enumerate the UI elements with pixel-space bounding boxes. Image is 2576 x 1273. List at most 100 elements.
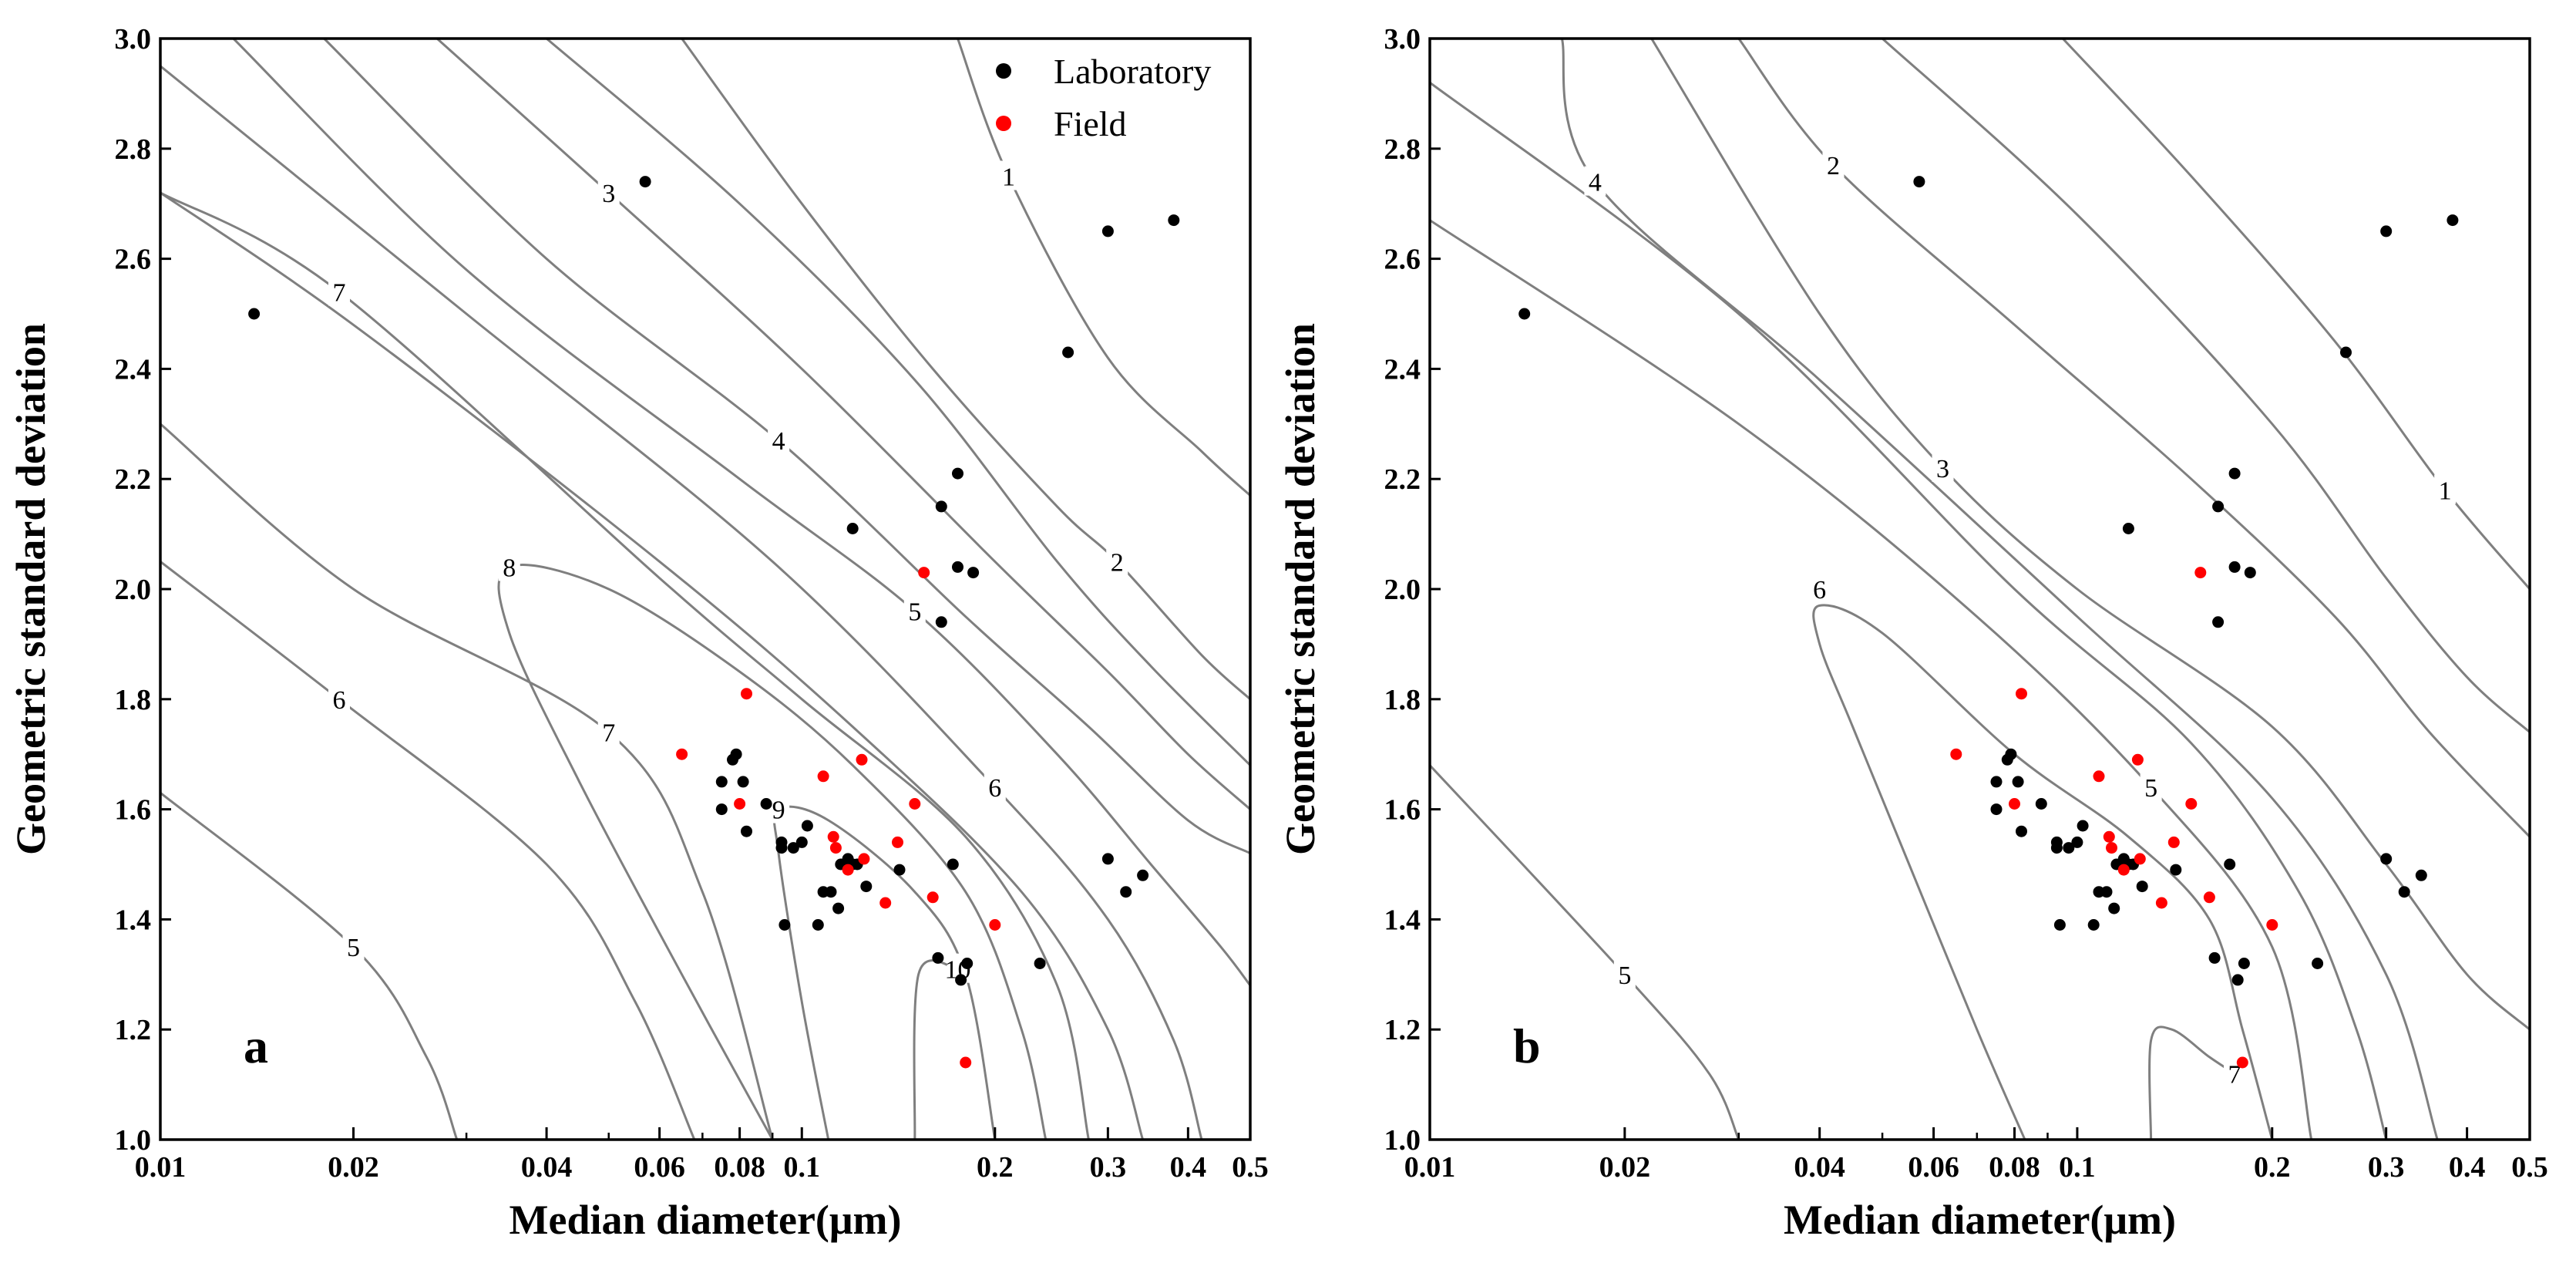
x-tick-label: 0.08 (714, 1151, 765, 1184)
panel-letter: a (244, 1019, 268, 1073)
data-point-field (2106, 842, 2117, 854)
contour-label: 5 (2144, 774, 2157, 803)
data-point-laboratory (795, 836, 808, 848)
data-point-laboratory (2108, 902, 2120, 914)
data-point-laboratory (2398, 886, 2410, 898)
data-point-field (2016, 688, 2027, 700)
data-point-laboratory (775, 842, 788, 854)
y-tick-label: 2.8 (1384, 133, 1421, 166)
contour-label: 7 (2228, 1060, 2241, 1089)
x-tick-label: 0.1 (784, 1151, 821, 1184)
data-point-laboratory (2212, 616, 2225, 628)
data-point-field (2203, 891, 2215, 904)
data-point-laboratory (787, 842, 799, 854)
data-point-laboratory (715, 776, 728, 788)
data-point-field (827, 830, 839, 843)
contour-line (2148, 1025, 2235, 1140)
contour-line (1650, 39, 2530, 1031)
data-point-laboratory (2224, 858, 2236, 871)
y-tick-label: 3.0 (115, 23, 152, 56)
x-tick-label: 0.2 (2254, 1151, 2291, 1184)
data-point-laboratory (2340, 346, 2352, 359)
x-tick-label: 0.04 (521, 1151, 573, 1184)
data-point-laboratory (2053, 919, 2066, 931)
data-point-laboratory (1518, 308, 1531, 320)
data-point-laboratory (952, 561, 963, 573)
contour-label-bg (1822, 150, 1845, 180)
series-laboratory (1518, 176, 2459, 986)
y-tick-label: 2.6 (1384, 244, 1421, 276)
contour-label: 5 (347, 934, 360, 962)
contour-line (232, 39, 1250, 987)
x-tick-label: 0.4 (2449, 1151, 2486, 1184)
data-point-field (2009, 798, 2020, 810)
data-point-laboratory (2228, 467, 2241, 480)
x-tick-label: 0.02 (1599, 1151, 1651, 1184)
contour-label-bg (1106, 546, 1128, 576)
x-tick-label: 0.3 (1090, 1151, 1127, 1184)
x-tick-label: 0.06 (634, 1151, 685, 1184)
contour-label-bg (903, 595, 926, 625)
data-point-laboratory (935, 500, 947, 513)
y-tick-label: 2.4 (115, 353, 152, 386)
data-point-field (909, 798, 921, 810)
data-point-laboratory (1913, 176, 1925, 188)
data-point-laboratory (2016, 825, 2027, 837)
contour-line (160, 792, 459, 1140)
contour-line (1737, 39, 2530, 838)
y-tick-label: 1.0 (1384, 1124, 1421, 1157)
x-tick-label: 0.1 (2059, 1151, 2096, 1184)
data-point-field (856, 753, 868, 766)
plot-frame (159, 37, 1252, 1141)
contour-line (1882, 39, 2530, 733)
contour-label-bg (997, 160, 1020, 190)
data-point-field (2103, 830, 2115, 843)
data-point-laboratory (248, 308, 261, 320)
y-tick-label: 1.8 (115, 684, 152, 716)
contour-label-bg (2140, 772, 2162, 802)
data-point-laboratory (2208, 951, 2221, 964)
contour-line (1430, 764, 1740, 1140)
contour-label-bg (984, 772, 1006, 802)
contour-line (497, 564, 1048, 1140)
contour-label-bg (1584, 166, 1606, 196)
y-axis-title: Geometric standard deviation (1277, 323, 1323, 855)
data-point-field (2131, 753, 2144, 766)
contour-label: 2 (1111, 548, 1124, 577)
data-point-laboratory (2122, 523, 2134, 534)
data-point-field (918, 567, 930, 579)
data-point-field (858, 853, 870, 865)
y-tick-label: 3.0 (1384, 23, 1421, 56)
contour-label: 4 (1589, 169, 1602, 197)
contour-line (323, 39, 1250, 855)
data-point-laboratory (832, 902, 845, 914)
contour-line (957, 39, 1250, 497)
panel-letter: b (1513, 1019, 1541, 1073)
data-point-laboratory (2244, 567, 2256, 579)
data-point-field (2093, 770, 2105, 783)
data-point-laboratory (947, 858, 959, 871)
data-point-field (676, 748, 688, 760)
contour-label: 2 (1827, 152, 1840, 180)
contour-lines (160, 39, 1250, 1140)
contour-label-bg (597, 177, 620, 207)
x-tick-label: 0.5 (1232, 1151, 1269, 1184)
legend-marker (996, 63, 1011, 79)
contour-label: 1 (2439, 477, 2452, 505)
contour-label: 6 (332, 686, 345, 715)
data-point-laboratory (935, 616, 947, 628)
y-tick-label: 1.6 (115, 794, 152, 827)
x-tick-label: 0.3 (2368, 1151, 2405, 1184)
contour-line (546, 39, 1250, 766)
data-point-field (2134, 853, 2146, 865)
contour-label: 6 (1813, 576, 1826, 605)
y-tick-label: 2.4 (1384, 353, 1421, 386)
x-axis-title: Median diameter(μm) (509, 1197, 902, 1243)
data-point-laboratory (2228, 561, 2241, 573)
x-tick-label: 0.4 (1170, 1151, 1207, 1184)
data-point-laboratory (760, 798, 772, 810)
y-tick-label: 2.0 (1384, 574, 1421, 606)
y-tick-label: 2.2 (115, 463, 152, 496)
data-point-laboratory (932, 951, 944, 964)
